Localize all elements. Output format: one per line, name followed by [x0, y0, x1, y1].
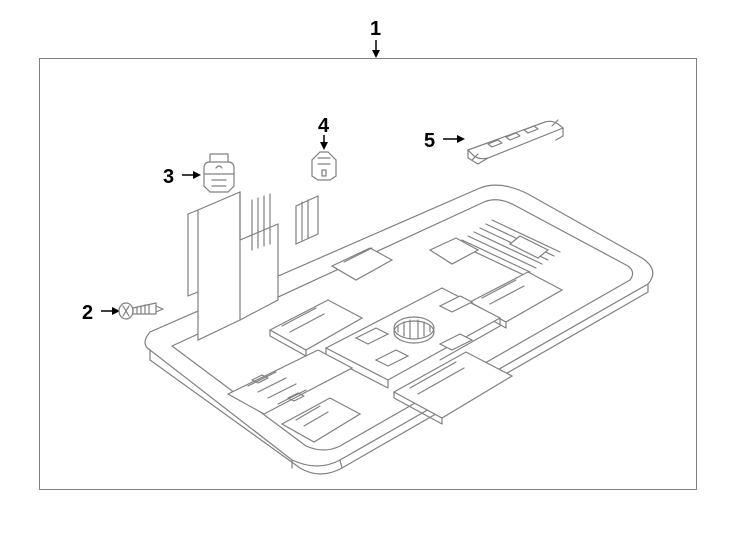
part-overhead-console [145, 185, 653, 474]
part-clip-a [204, 154, 234, 192]
part-bracket [468, 120, 563, 164]
diagram-svg [0, 0, 734, 540]
diagram-canvas: 1 2 3 4 5 [0, 0, 734, 540]
part-clip-b [312, 152, 336, 180]
part-screw [119, 303, 163, 319]
